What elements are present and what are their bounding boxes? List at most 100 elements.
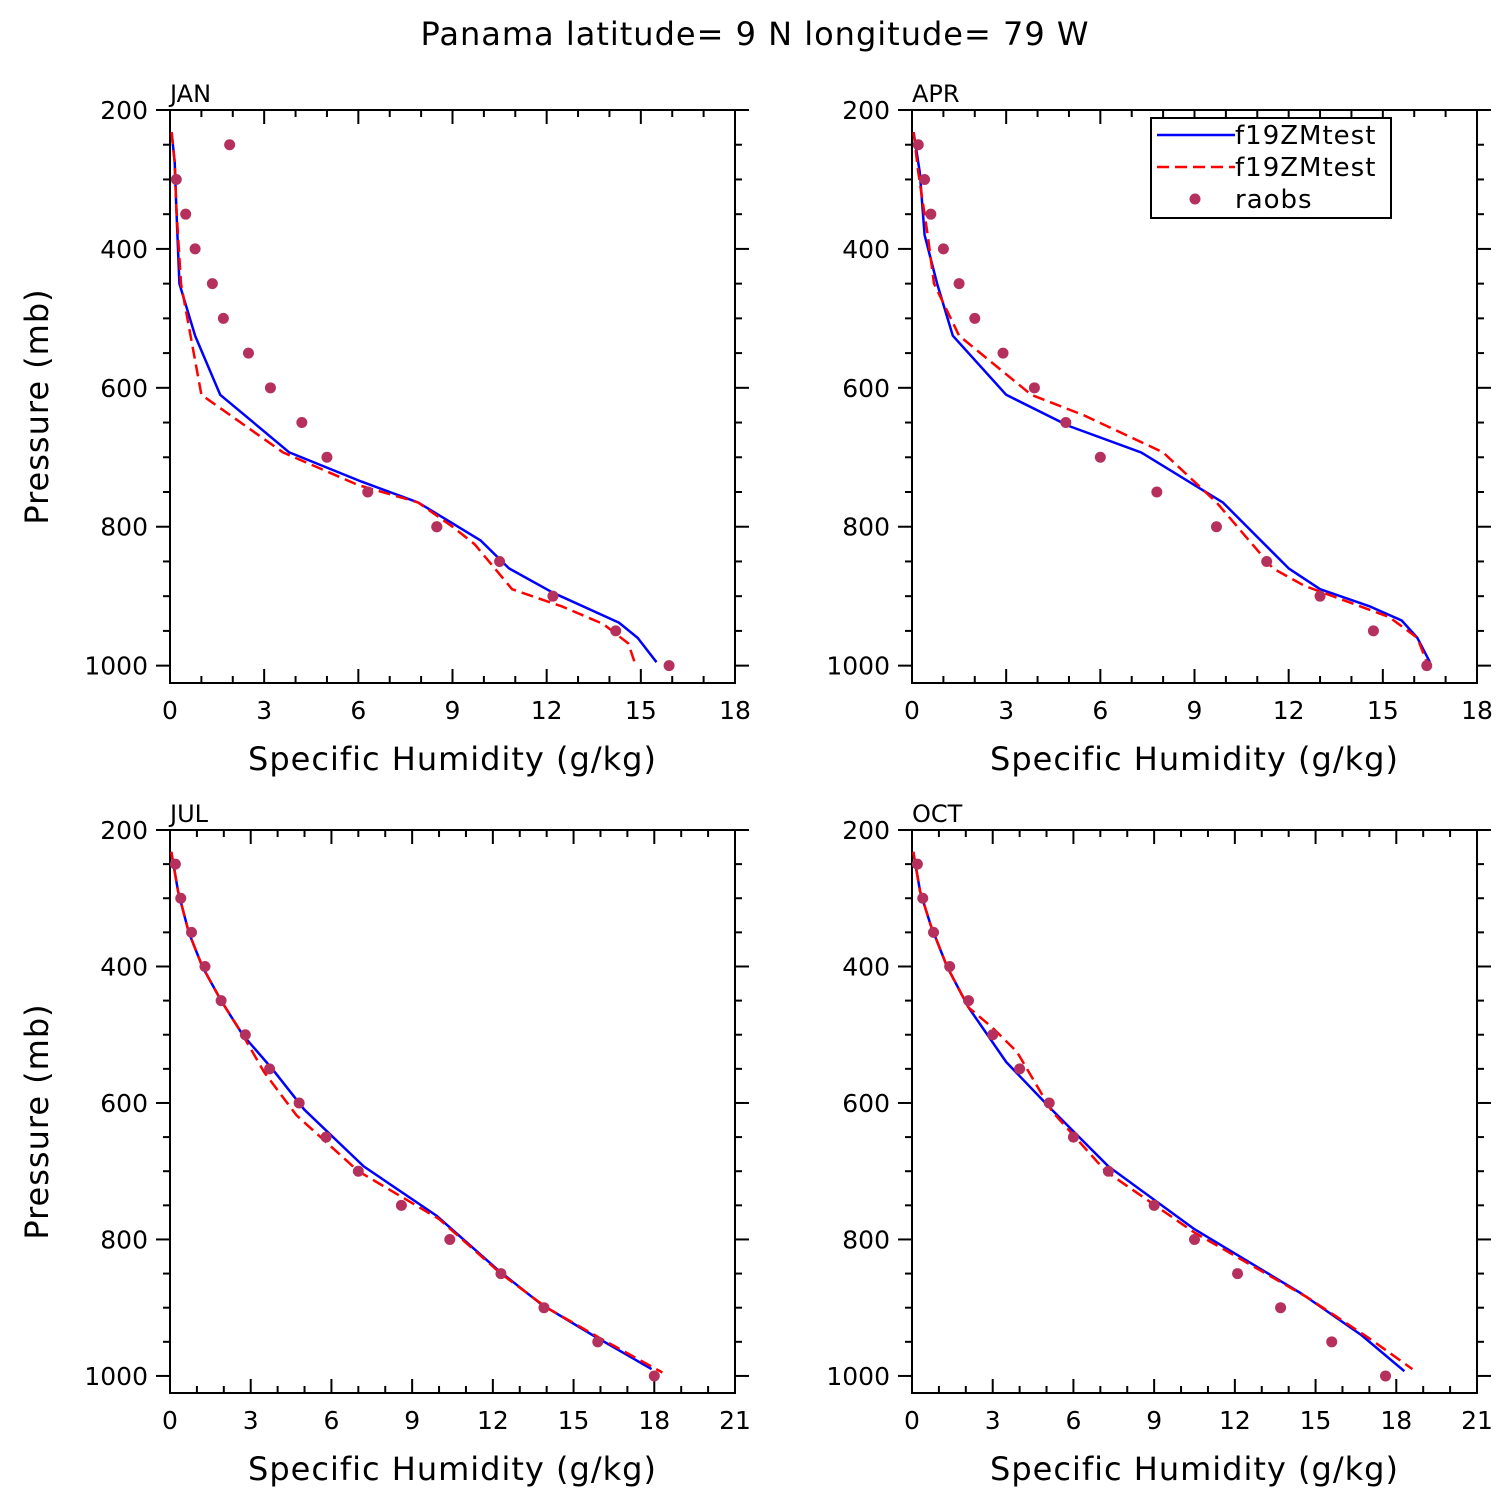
- raobs-point: [547, 590, 559, 602]
- raobs-point: [538, 1302, 550, 1314]
- y-tick-label: 400: [100, 235, 148, 264]
- x-tick-label: 15: [1300, 1406, 1332, 1435]
- raobs-point: [431, 521, 443, 533]
- figure-title: Panama latitude= 9 N longitude= 79 W: [421, 15, 1090, 53]
- panel-apr: APR 0 3 6 9 12 15 18 200 400 600 800 1000 Specific Hu…: [826, 80, 1493, 778]
- raobs-point: [206, 278, 218, 290]
- raobs-point: [1421, 660, 1433, 672]
- y-tick-label: 600: [100, 374, 148, 403]
- panel-label: JUL: [168, 800, 209, 828]
- series-line-dashed: [170, 132, 636, 663]
- raobs-point: [1326, 1336, 1338, 1348]
- raobs-point: [1261, 555, 1273, 567]
- x-tick-label: 9: [404, 1406, 420, 1435]
- x-tick-label: 0: [162, 696, 178, 725]
- panel-oct: OCT 0 3 6 9 12 15 18 21 200 400 600 800 1000 Specific …: [826, 800, 1493, 1488]
- y-tick-label: 400: [842, 235, 890, 264]
- y-tick-label: 800: [100, 1225, 148, 1254]
- raobs-point: [215, 995, 227, 1007]
- raobs-point: [1067, 1131, 1079, 1143]
- x-tick-label: 12: [1273, 696, 1305, 725]
- y-tick-label: 800: [842, 513, 890, 542]
- x-tick-label: 3: [243, 1406, 259, 1435]
- x-tick-label: 21: [1461, 1406, 1493, 1435]
- raobs-point: [1102, 1165, 1114, 1177]
- raobs-point: [444, 1233, 456, 1245]
- raobs-point: [1232, 1268, 1244, 1280]
- raobs-point: [1314, 590, 1326, 602]
- raobs-point: [919, 173, 931, 185]
- raobs-point: [362, 486, 374, 498]
- raobs-point: [239, 1029, 251, 1041]
- panel-label: OCT: [912, 800, 963, 828]
- y-tick-label: 200: [842, 816, 890, 845]
- raobs-point: [180, 208, 192, 220]
- x-tick-label: 0: [904, 696, 920, 725]
- raobs-point: [395, 1199, 407, 1211]
- raobs-point: [170, 173, 182, 185]
- plot-frame: [911, 829, 1478, 1394]
- legend-marker: [1189, 193, 1201, 205]
- x-tick-label: 6: [1065, 1406, 1081, 1435]
- x-tick-label: 12: [1219, 1406, 1251, 1435]
- raobs-point: [293, 1097, 305, 1109]
- series-line-dashed: [912, 132, 1428, 663]
- y-tick-label: 1000: [826, 1362, 890, 1391]
- y-tick-label: 1000: [84, 1362, 148, 1391]
- raobs-point: [944, 960, 956, 972]
- panel-label: APR: [912, 80, 960, 108]
- raobs-point: [186, 926, 198, 938]
- x-tick-label: 9: [1146, 1406, 1162, 1435]
- raobs-point: [1043, 1097, 1055, 1109]
- x-tick-label: 18: [1380, 1406, 1412, 1435]
- raobs-point: [169, 858, 181, 870]
- raobs-point: [911, 858, 923, 870]
- y-tick-label: 1000: [84, 652, 148, 681]
- raobs-point: [264, 382, 276, 394]
- raobs-point: [175, 892, 187, 904]
- raobs-point: [1367, 625, 1379, 637]
- raobs-point: [242, 347, 254, 359]
- legend-label: f19ZMtest: [1235, 121, 1376, 151]
- y-tick-label: 400: [842, 952, 890, 981]
- raobs-point: [987, 1029, 999, 1041]
- series-line-dashed: [912, 851, 1414, 1371]
- raobs-point: [189, 243, 201, 255]
- raobs-point: [648, 1370, 660, 1382]
- y-tick-label: 800: [100, 513, 148, 542]
- x-axis-label: Specific Humidity (g/kg): [248, 740, 657, 778]
- raobs-point: [264, 1063, 276, 1075]
- raobs-point: [969, 312, 981, 324]
- x-axis-label: Specific Humidity (g/kg): [248, 1450, 657, 1488]
- raobs-point: [224, 139, 236, 151]
- raobs-point: [917, 892, 929, 904]
- raobs-point: [1014, 1063, 1026, 1075]
- plot-frame: [169, 109, 736, 684]
- raobs-point: [296, 417, 308, 429]
- raobs-point: [963, 995, 974, 1007]
- panel-jul: JUL 0 3 6 9 12 15 18 21 200 400 600 800 1000 Specific …: [18, 800, 751, 1488]
- raobs-point: [494, 555, 506, 567]
- series-line-solid: [912, 851, 1406, 1373]
- x-tick-label: 9: [1187, 696, 1203, 725]
- raobs-point: [925, 208, 937, 220]
- raobs-point: [321, 451, 333, 463]
- x-tick-label: 3: [256, 696, 272, 725]
- y-tick-label: 600: [842, 1089, 890, 1118]
- x-tick-label: 0: [904, 1406, 920, 1435]
- raobs-point: [495, 1268, 507, 1280]
- y-tick-label: 800: [842, 1225, 890, 1254]
- y-tick-label: 600: [842, 374, 890, 403]
- y-tick-label: 200: [842, 96, 890, 125]
- x-axis-label: Specific Humidity (g/kg): [990, 1450, 1399, 1488]
- x-tick-label: 12: [477, 1406, 509, 1435]
- raobs-point: [1028, 382, 1040, 394]
- x-tick-label: 18: [1461, 696, 1493, 725]
- raobs-point: [199, 960, 211, 972]
- raobs-point: [1275, 1302, 1287, 1314]
- raobs-point: [1210, 521, 1222, 533]
- x-tick-label: 15: [558, 1406, 590, 1435]
- x-tick-label: 21: [719, 1406, 751, 1435]
